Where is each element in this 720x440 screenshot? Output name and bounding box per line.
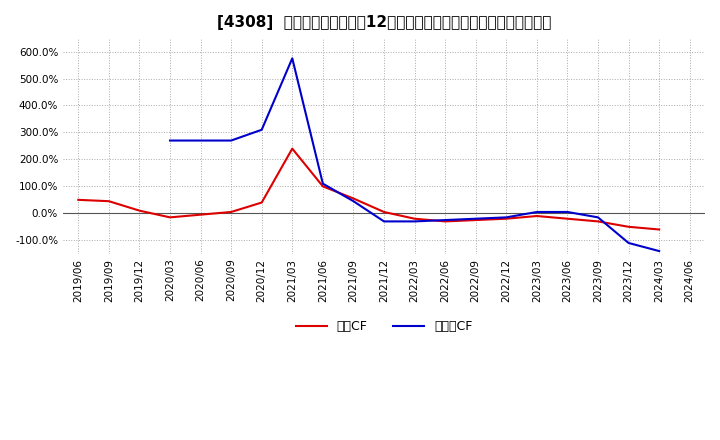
営業CF <box>410 216 419 221</box>
フリーCF <box>288 56 297 61</box>
フリーCF <box>379 219 388 224</box>
営業CF <box>257 200 266 205</box>
フリーCF <box>441 217 449 223</box>
営業CF <box>624 224 633 229</box>
営業CF <box>441 219 449 224</box>
営業CF <box>594 219 603 224</box>
営業CF <box>288 146 297 151</box>
営業CF <box>74 197 83 202</box>
営業CF <box>197 212 205 217</box>
フリーCF <box>410 219 419 224</box>
営業CF <box>318 184 327 189</box>
フリーCF <box>502 215 510 220</box>
営業CF <box>502 216 510 221</box>
フリーCF <box>197 138 205 143</box>
フリーCF <box>349 198 358 204</box>
Line: 営業CF: 営業CF <box>78 149 659 230</box>
営業CF <box>135 208 144 213</box>
営業CF <box>104 198 113 204</box>
営業CF <box>563 216 572 221</box>
営業CF <box>654 227 663 232</box>
フリーCF <box>472 216 480 221</box>
フリーCF <box>533 209 541 215</box>
Line: フリーCF: フリーCF <box>170 59 659 251</box>
フリーCF <box>624 240 633 246</box>
フリーCF <box>563 209 572 215</box>
営業CF <box>379 209 388 215</box>
フリーCF <box>594 215 603 220</box>
営業CF <box>349 196 358 201</box>
Legend: 営業CF, フリーCF: 営業CF, フリーCF <box>291 315 477 338</box>
営業CF <box>472 217 480 223</box>
営業CF <box>227 209 235 215</box>
営業CF <box>166 215 174 220</box>
フリーCF <box>257 127 266 132</box>
Title: [4308]  キャッシュフローの12か月移動合計の対前年同期増減率の推移: [4308] キャッシュフローの12か月移動合計の対前年同期増減率の推移 <box>217 15 552 30</box>
フリーCF <box>318 181 327 186</box>
フリーCF <box>227 138 235 143</box>
営業CF <box>533 213 541 219</box>
フリーCF <box>654 249 663 254</box>
フリーCF <box>166 138 174 143</box>
